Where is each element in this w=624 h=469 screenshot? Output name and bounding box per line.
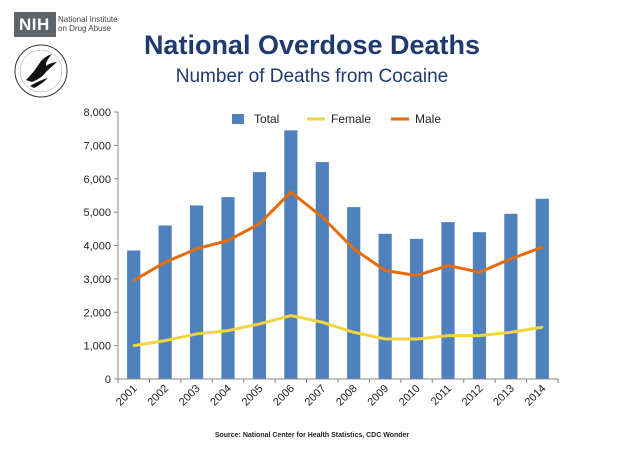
legend-label-male: Male [415, 112, 441, 126]
x-tick-label: 2014 [523, 383, 549, 409]
point-female [195, 332, 198, 336]
point-male [383, 269, 387, 272]
bar-total [252, 172, 267, 379]
point-male [352, 247, 355, 251]
x-tick-label: 2004 [208, 383, 234, 409]
bar-total [189, 205, 204, 379]
legend-label-female: Female [331, 112, 371, 126]
x-tick-label: 2009 [365, 383, 391, 409]
point-male [541, 245, 544, 249]
bar-total [441, 222, 455, 379]
x-tick-label: 2005 [240, 383, 266, 409]
point-female [415, 337, 418, 341]
nih-logo: NIH [14, 12, 56, 37]
chart: 0 1,000 2,000 3,000 4,000 5,000 6,000 7,000 8,00… [83, 107, 559, 409]
y-tick-label: 2,000 [83, 307, 111, 319]
point-female [163, 339, 167, 342]
point-male [163, 260, 167, 264]
point-female [541, 326, 544, 329]
bar-total [127, 250, 141, 379]
hhs-eagle-seal-icon [14, 44, 68, 98]
institute-name-line1: National Institute [58, 15, 118, 24]
point-male [132, 279, 135, 282]
y-tick-label: 8,000 [83, 107, 111, 119]
point-male [195, 247, 198, 251]
y-tick-label: 6,000 [83, 174, 111, 186]
point-male [258, 222, 261, 226]
point-female [383, 337, 387, 341]
point-female [509, 331, 513, 334]
bar-total [409, 238, 424, 379]
institute-name: National Institute on Drug Abuse [58, 15, 118, 33]
x-tick-label: 2001 [114, 383, 140, 409]
point-male [446, 264, 450, 267]
x-tick-label: 2013 [491, 383, 517, 409]
point-female [352, 331, 355, 334]
bar-total [535, 198, 549, 379]
chart-subtitle: Number of Deaths from Cocaine [175, 66, 449, 87]
point-female [226, 329, 230, 332]
x-tick-label: 2006 [271, 383, 297, 409]
legend-label-total: Total [254, 112, 279, 126]
bar-total [504, 213, 518, 379]
point-male [226, 239, 230, 242]
x-tick-label: 2003 [177, 383, 203, 409]
point-female [289, 314, 293, 317]
point-male [415, 274, 418, 277]
line-male [132, 190, 543, 282]
y-tick-label: 0 [105, 374, 111, 386]
point-female [258, 322, 261, 326]
point-female [446, 334, 450, 337]
bar-total [315, 162, 329, 379]
point-female [132, 344, 135, 347]
bar-total [472, 232, 487, 379]
bar-total [378, 233, 392, 379]
agency-logos: NIH National Institute on Drug Abuse [8, 6, 118, 106]
y-tick-label: 4,000 [83, 241, 111, 253]
x-tick-label: 2007 [303, 383, 329, 409]
x-tick-label: 2002 [145, 383, 171, 409]
point-female [321, 321, 324, 324]
x-tick-label: 2011 [429, 383, 454, 408]
point-male [321, 215, 324, 219]
line-female [133, 314, 543, 348]
y-tick-label: 7,000 [83, 140, 111, 152]
bar-total [347, 207, 361, 379]
institute-name-line2: on Drug Abuse [58, 24, 111, 33]
point-male [509, 257, 513, 261]
point-female [478, 334, 481, 337]
source-note: Source: National Center for Health Stati… [214, 432, 410, 439]
x-tick-label: 2010 [397, 383, 423, 409]
y-tick-label: 5,000 [83, 207, 111, 219]
chart-title: National Overdose Deaths [143, 30, 481, 60]
y-tick-label: 1,000 [83, 341, 111, 353]
point-male [289, 190, 293, 194]
legend-swatch-total [232, 114, 244, 124]
point-male [478, 271, 481, 274]
bar-total [158, 225, 172, 379]
x-tick-label: 2008 [334, 383, 360, 409]
x-tick-label: 2012 [460, 383, 486, 409]
y-tick-label: 3,000 [83, 274, 111, 286]
bar-total [221, 197, 235, 379]
bar-total [284, 130, 298, 379]
